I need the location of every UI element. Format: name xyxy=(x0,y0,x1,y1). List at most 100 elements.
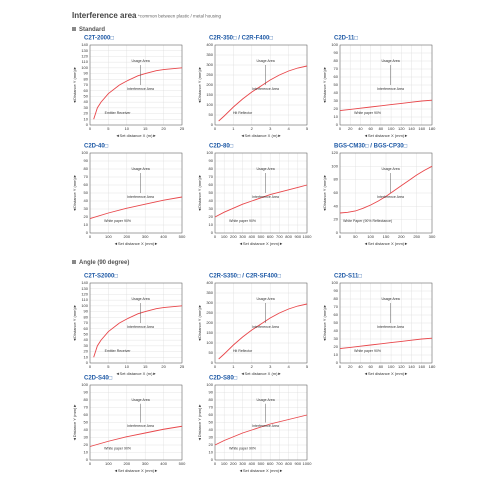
y-tick-label: 10 xyxy=(334,114,339,119)
y-tick-label: 90 xyxy=(84,309,89,314)
y-tick-label: 50 xyxy=(334,82,339,87)
x-tick-label: 50 xyxy=(353,234,358,239)
x-axis-label: ◄Set distance X (mm)► xyxy=(239,241,283,246)
y-tick-label: 50 xyxy=(84,420,89,425)
annotation: White paper 90% xyxy=(354,349,381,353)
annotation: Interference Area xyxy=(377,195,404,199)
y-tick-label: 40 xyxy=(334,203,339,208)
y-tick-label: 60 xyxy=(334,312,339,317)
series-line xyxy=(93,67,183,120)
series-line xyxy=(89,196,183,220)
chart-title: BGS-CM30□ / BGS-CP30□ xyxy=(334,144,408,150)
x-tick-label: 200 xyxy=(123,461,130,466)
x-tick-label: 150 xyxy=(383,234,390,239)
series-line xyxy=(339,337,433,350)
y-tick-label: 30 xyxy=(209,435,214,440)
x-tick-label: 0 xyxy=(214,364,217,369)
y-tick-label: 0 xyxy=(211,230,214,235)
x-tick-label: 500 xyxy=(258,461,265,466)
y-tick-label: 50 xyxy=(84,190,89,195)
y-tick-label: 20 xyxy=(84,111,89,116)
y-tick-label: 80 xyxy=(334,177,339,182)
y-tick-label: 80 xyxy=(84,166,89,171)
x-tick-label: 80 xyxy=(379,364,384,369)
x-tick-label: 40 xyxy=(358,364,363,369)
x-tick-label: 140 xyxy=(408,364,415,369)
x-tick-label: 900 xyxy=(294,461,301,466)
y-tick-label: 10 xyxy=(84,354,89,359)
y-tick-label: 90 xyxy=(334,288,339,293)
y-tick-label: 300 xyxy=(206,62,213,67)
annotation: Emitter Receiver xyxy=(105,349,132,353)
y-tick-label: 40 xyxy=(209,427,214,432)
y-tick-label: 120 xyxy=(81,53,88,58)
section-title: Angle (90 degree) xyxy=(79,260,129,266)
y-tick-label: 10 xyxy=(209,222,214,227)
y-tick-label: 400 xyxy=(206,280,213,285)
x-tick-label: 800 xyxy=(285,234,292,239)
y-tick-label: 150 xyxy=(206,92,213,97)
y-tick-label: 0 xyxy=(336,230,339,235)
annotation: Interference Area xyxy=(127,325,154,329)
annotation: White paper 90% xyxy=(354,111,381,115)
x-tick-label: 250 xyxy=(413,234,420,239)
y-tick-label: 40 xyxy=(84,99,89,104)
y-tick-label: 60 xyxy=(84,326,89,331)
y-tick-label: 100 xyxy=(81,150,88,155)
y-tick-label: 80 xyxy=(84,314,89,319)
y-tick-label: 60 xyxy=(84,88,89,93)
y-tick-label: 50 xyxy=(334,320,339,325)
y-tick-label: 300 xyxy=(206,300,213,305)
chart-title: C2D-80□ xyxy=(209,144,234,150)
y-tick-label: 60 xyxy=(334,190,339,195)
x-tick-label: 2 xyxy=(251,364,254,369)
y-tick-label: 80 xyxy=(334,296,339,301)
y-tick-label: 0 xyxy=(211,360,214,365)
y-tick-label: 20 xyxy=(209,442,214,447)
x-tick-label: 0 xyxy=(214,234,217,239)
x-tick-label: 60 xyxy=(368,126,373,131)
y-tick-label: 10 xyxy=(84,116,89,121)
y-tick-label: 90 xyxy=(209,390,214,395)
x-tick-label: 5 xyxy=(306,126,309,131)
plot-frame xyxy=(89,44,183,126)
x-tick-label: 20 xyxy=(161,126,166,131)
annotation: Hit Reflector xyxy=(233,349,253,353)
x-axis-label: ◄Set distance X (mm)► xyxy=(364,371,408,376)
annotation: White paper 90% xyxy=(104,219,131,223)
x-tick-label: 15 xyxy=(143,126,148,131)
x-tick-label: 900 xyxy=(294,234,301,239)
x-tick-label: 100 xyxy=(105,461,112,466)
y-tick-label: 70 xyxy=(209,174,214,179)
series-line xyxy=(93,305,183,358)
y-tick-label: 80 xyxy=(84,397,89,402)
chart-title: C2R-S350□ / C2R-SF400□ xyxy=(209,274,281,280)
x-tick-label: 0 xyxy=(89,234,92,239)
y-tick-label: 0 xyxy=(86,360,89,365)
x-tick-label: 200 xyxy=(123,234,130,239)
y-tick-label: 70 xyxy=(84,82,89,87)
y-tick-label: 100 xyxy=(331,163,338,168)
y-tick-label: 250 xyxy=(206,72,213,77)
x-tick-label: 500 xyxy=(179,461,186,466)
annotation: White paper 90% xyxy=(229,447,256,451)
y-tick-label: 100 xyxy=(331,280,338,285)
y-tick-label: 70 xyxy=(334,66,339,71)
plot-frame xyxy=(214,152,308,234)
x-tick-label: 160 xyxy=(418,364,425,369)
annotation: Interference Area xyxy=(377,87,404,91)
x-tick-label: 300 xyxy=(429,234,436,239)
y-tick-label: 10 xyxy=(84,222,89,227)
annotation: Usage Area xyxy=(256,167,274,171)
series-line xyxy=(214,414,308,446)
x-tick-label: 0 xyxy=(89,126,92,131)
x-axis-label: ◄Set distance X (mm)► xyxy=(239,468,283,473)
x-tick-label: 1 xyxy=(232,364,235,369)
section-marker xyxy=(72,260,76,264)
y-tick-label: 20 xyxy=(334,106,339,111)
y-tick-label: 50 xyxy=(209,420,214,425)
annotation: Interference Area xyxy=(252,424,279,428)
x-tick-label: 100 xyxy=(388,364,395,369)
y-tick-label: 100 xyxy=(206,382,213,387)
